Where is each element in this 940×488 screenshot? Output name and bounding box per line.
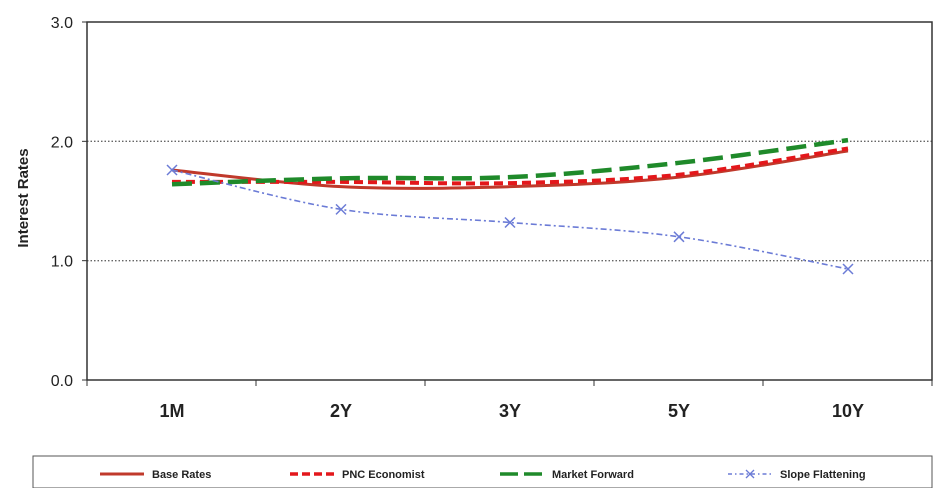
data-point-marker <box>842 263 854 275</box>
legend-box <box>32 455 933 488</box>
x-tick-label: 5Y <box>668 401 690 421</box>
y-tick-label: 1.0 <box>51 254 73 271</box>
data-point-marker <box>166 164 178 176</box>
data-point-marker <box>673 231 685 243</box>
y-axis-ticks: 0.0 1.0 2.0 3.0 <box>51 15 87 390</box>
legend-item: PNC Economist <box>290 469 425 481</box>
data-point-marker <box>504 216 516 229</box>
data-point-marker <box>335 203 347 215</box>
plot-area-border <box>86 21 933 381</box>
y-tick-label: 3.0 <box>51 15 73 32</box>
y-tick-label: 2.0 <box>51 134 73 151</box>
x-tick-label: 2Y <box>330 401 352 421</box>
legend-label: Slope Flattening <box>780 469 866 481</box>
legend-label: PNC Economist <box>342 469 425 481</box>
legend: Base Rates PNC Economist Market Forward Slo… <box>100 469 866 481</box>
y-axis-label: Interest Rates <box>15 148 32 247</box>
legend-label: Base Rates <box>152 469 211 481</box>
x-tick-label: 10Y <box>832 401 864 421</box>
gridlines <box>87 140 932 262</box>
x-tick-label: 1M <box>159 401 184 421</box>
x-tick-label: 3Y <box>499 401 521 421</box>
legend-item: Market Forward <box>500 469 634 481</box>
series-line-base-rates <box>171 149 849 190</box>
series-line-market-forward <box>171 137 849 187</box>
legend-item: Slope Flattening <box>728 469 866 481</box>
series-line-slope-flattening <box>171 169 849 270</box>
series-line-pnc-economist <box>171 146 849 186</box>
y-tick-label: 0.0 <box>51 373 73 390</box>
legend-label: Market Forward <box>552 469 634 481</box>
x-axis-ticks: 1M 2Y 3Y 5Y 10Y <box>86 380 933 421</box>
series-lines <box>166 137 854 275</box>
legend-item: Base Rates <box>100 469 211 481</box>
